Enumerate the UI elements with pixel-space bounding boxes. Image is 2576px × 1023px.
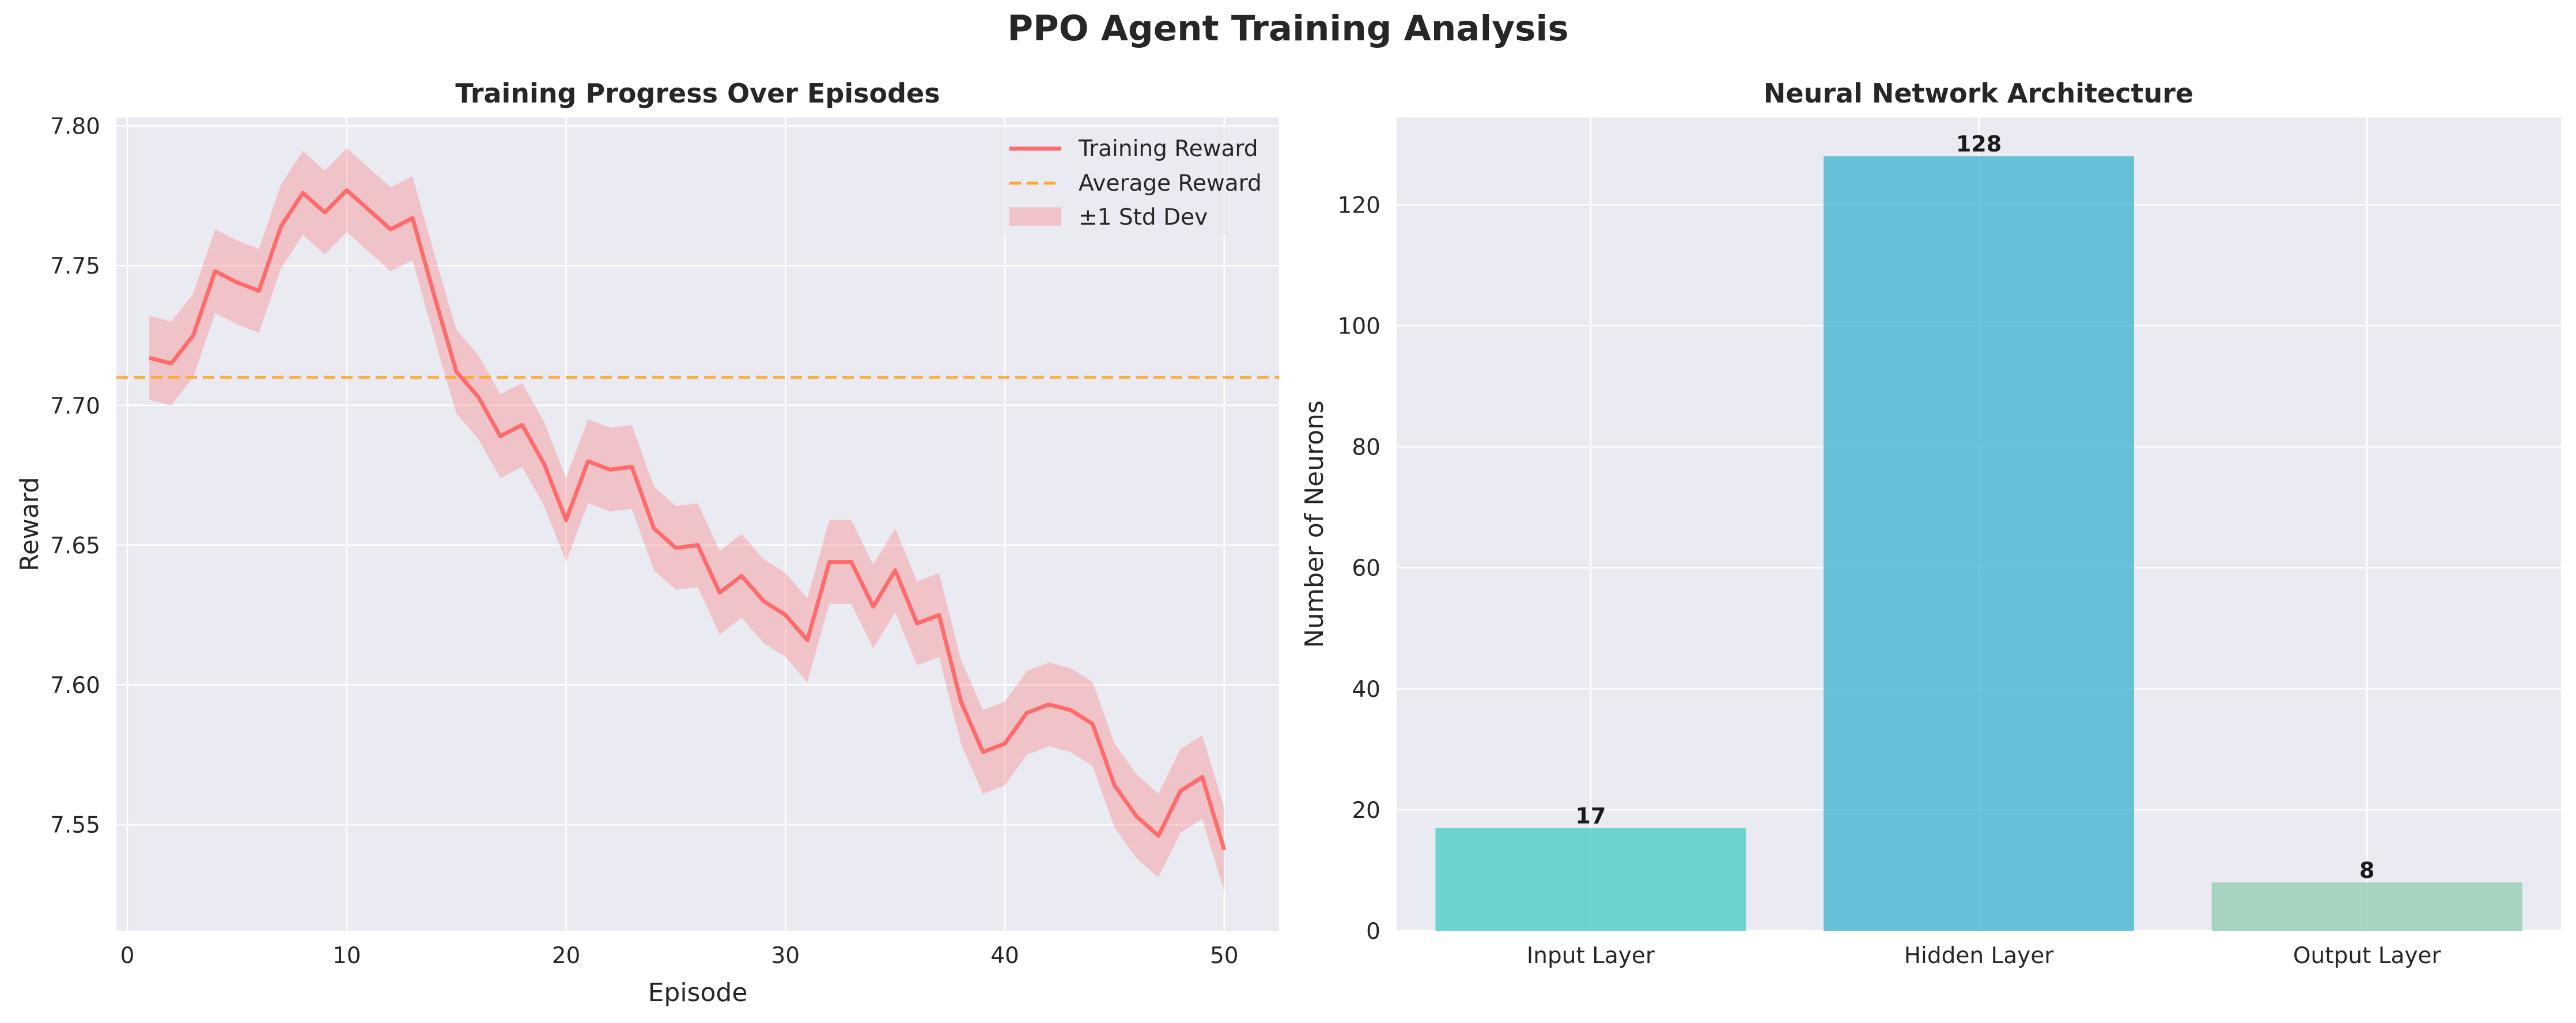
bar-value-label: 128 <box>1956 131 2002 157</box>
bar-chart-y-tick-label: 0 <box>1366 919 1380 945</box>
line-chart-x-ticks: 0 10 20 30 40 50 <box>120 943 1239 969</box>
bar-chart-y-axis-label: Number of Neurons <box>1300 400 1329 648</box>
line-chart-x-tick-label: 30 <box>771 943 800 969</box>
line-chart-panel: 0 10 20 30 40 50 7.55 7.60 7.65 7.70 7.75 7.80 Tra… <box>15 78 1279 1007</box>
bar-chart-y-tick-label: 100 <box>1338 313 1380 339</box>
line-chart-x-tick-label: 0 <box>120 943 135 969</box>
line-chart-legend: Training Reward Average Reward ±1 Std De… <box>994 128 1271 235</box>
legend-frame <box>994 128 1271 235</box>
bar-value-label: 8 <box>2359 858 2374 883</box>
bar-chart-title: Neural Network Architecture <box>1764 78 2193 109</box>
legend-label-average-reward: Average Reward <box>1079 170 1262 196</box>
figure-title: PPO Agent Training Analysis <box>1007 8 1569 49</box>
bar-chart-x-ticks: Input Layer Hidden Layer Output Layer <box>1527 943 2442 969</box>
legend-label-training-reward: Training Reward <box>1078 136 1258 162</box>
training-reward-line <box>149 188 1227 851</box>
legend-swatch-std-dev <box>1009 207 1061 226</box>
bar-chart-bars: 17 128 8 <box>1435 131 2522 931</box>
line-chart-plot-area <box>116 118 1279 931</box>
line-chart-y-tick-label: 7.55 <box>50 813 100 839</box>
bar-chart-panel: 17 128 8 Input Layer Hidden Layer Output Lay… <box>1300 78 2561 969</box>
bar-chart-x-tick-label: Hidden Layer <box>1904 943 2054 969</box>
line-chart-y-axis-label: Reward <box>15 477 44 571</box>
line-chart-y-tick-label: 7.70 <box>50 393 100 419</box>
line-chart-title: Training Progress Over Episodes <box>455 78 940 109</box>
bar-chart-x-tick-label: Input Layer <box>1527 943 1655 969</box>
bar-chart-y-tick-label: 20 <box>1352 798 1380 824</box>
bar-chart-x-tick-label: Output Layer <box>2293 943 2442 969</box>
line-chart-y-ticks: 7.55 7.60 7.65 7.70 7.75 7.80 <box>50 114 100 839</box>
line-chart-x-tick-label: 20 <box>552 943 581 969</box>
std-dev-band <box>149 148 1224 892</box>
bar-hidden-layer <box>1824 156 2134 931</box>
line-chart-y-tick-label: 7.80 <box>50 114 100 140</box>
line-chart-y-tick-label: 7.65 <box>50 533 100 559</box>
bar-chart-y-tick-label: 80 <box>1352 435 1380 461</box>
bar-output-layer <box>2211 882 2522 931</box>
line-chart-y-tick-label: 7.75 <box>50 253 100 279</box>
line-chart-x-axis-label: Episode <box>648 978 748 1007</box>
bar-input-layer <box>1435 828 1746 931</box>
bar-chart-y-ticks: 0 20 40 60 80 100 120 <box>1338 192 1380 945</box>
line-chart-grid <box>116 118 1279 931</box>
line-chart-y-tick-label: 7.60 <box>50 673 100 699</box>
bar-chart-y-tick-label: 60 <box>1352 556 1380 582</box>
bar-value-label: 17 <box>1575 803 1606 828</box>
bar-chart-y-tick-label: 120 <box>1338 192 1380 218</box>
bar-chart-y-tick-label: 40 <box>1352 677 1380 703</box>
legend-label-std-dev: ±1 Std Dev <box>1079 204 1208 230</box>
line-chart-x-tick-label: 50 <box>1210 943 1239 969</box>
line-chart-x-tick-label: 10 <box>332 943 361 969</box>
line-chart-x-tick-label: 40 <box>990 943 1019 969</box>
